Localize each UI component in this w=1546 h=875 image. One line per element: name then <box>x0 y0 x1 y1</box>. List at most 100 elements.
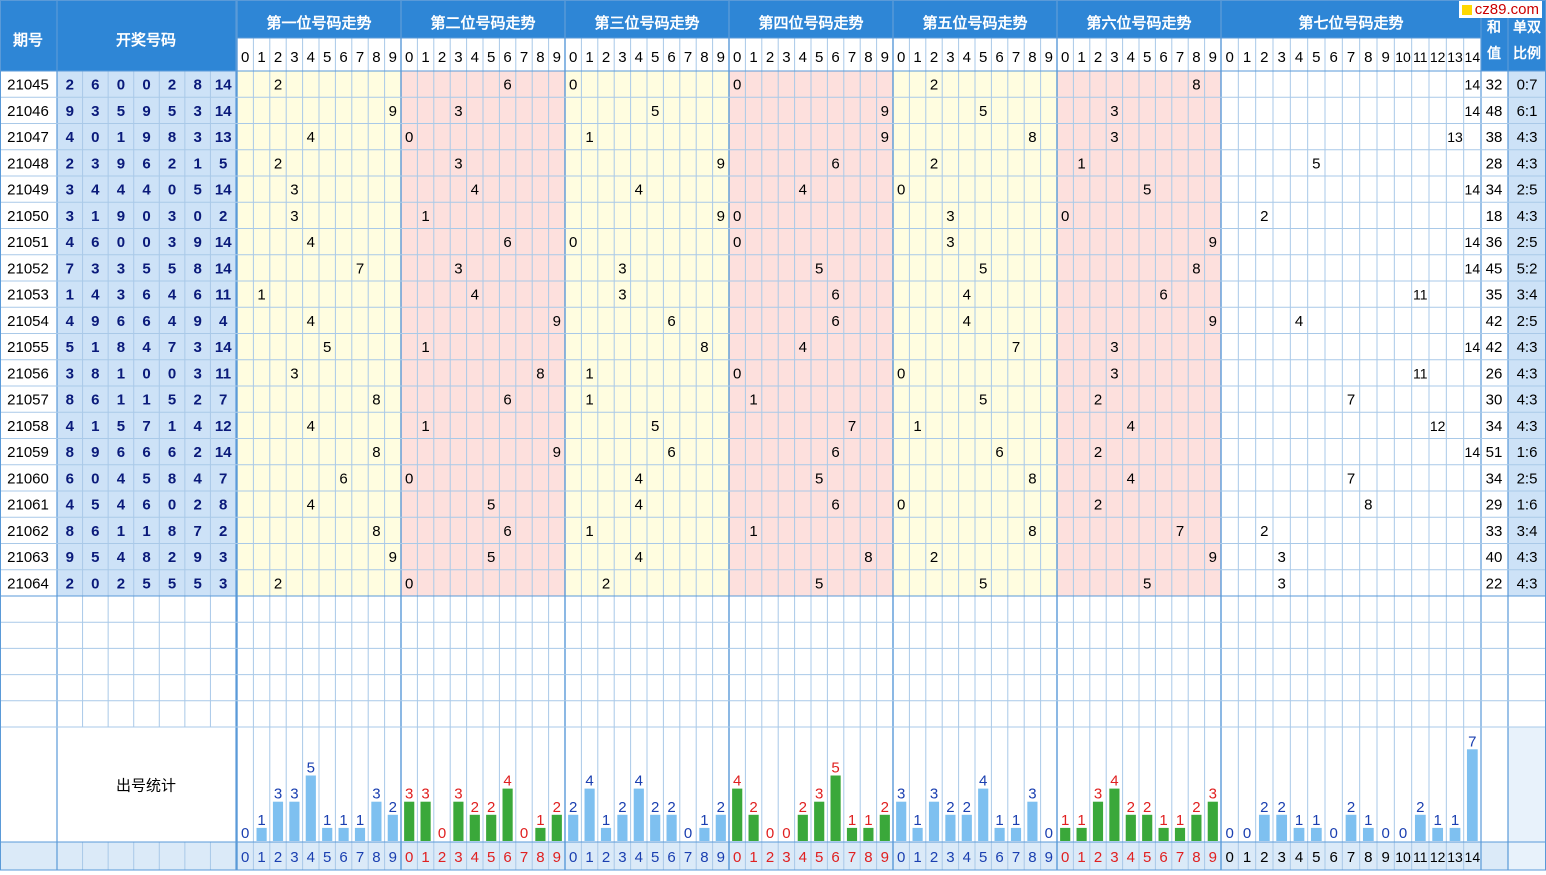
draw-number: 4 <box>91 182 100 199</box>
footer-digit-1-9: 9 <box>389 849 397 866</box>
draw-number: 14 <box>215 260 232 277</box>
trend-mark: 3 <box>1277 575 1285 592</box>
draw-number: 0 <box>142 234 150 251</box>
header-digit-5-3: 3 <box>946 49 954 66</box>
count-bar <box>961 814 972 841</box>
count-bar <box>617 814 628 841</box>
draw-number: 5 <box>91 497 99 514</box>
draw-number: 14 <box>215 182 232 199</box>
ratio-value: 5:2 <box>1517 260 1538 277</box>
footer-digit-1-8: 8 <box>372 849 380 866</box>
footer-digit-5-5: 5 <box>979 849 987 866</box>
draw-number: 9 <box>117 155 125 172</box>
draw-number: 6 <box>91 392 99 409</box>
trend-mark: 8 <box>536 365 544 382</box>
trend-mark: 3 <box>290 365 298 382</box>
issue-number: 21050 <box>7 208 49 225</box>
count-bar <box>1076 827 1087 841</box>
header-digit-7-10: 10 <box>1395 49 1411 65</box>
header-digit-1-8: 8 <box>372 49 380 66</box>
count-label: 1 <box>602 812 610 829</box>
header-digit-1-0: 0 <box>241 49 249 66</box>
draw-number: 0 <box>142 365 150 382</box>
count-bar <box>584 788 595 841</box>
footer-digit-7-7: 7 <box>1347 849 1355 866</box>
header-digit-7-14: 14 <box>1465 49 1481 65</box>
count-label: 0 <box>684 825 692 842</box>
footer-digit-3-8: 8 <box>700 849 708 866</box>
trend-mark: 4 <box>635 182 643 199</box>
issue-number: 21059 <box>7 444 49 461</box>
footer-digit-5-1: 1 <box>913 849 921 866</box>
issue-number: 21051 <box>7 234 49 251</box>
count-bar <box>256 827 267 841</box>
count-label: 2 <box>569 799 577 816</box>
header-digit-4-6: 6 <box>831 49 839 66</box>
draw-number: 6 <box>91 77 99 94</box>
count-label: 4 <box>733 773 741 790</box>
count-label: 1 <box>700 812 708 829</box>
count-label: 0 <box>438 825 446 842</box>
footer-digit-5-3: 3 <box>946 849 954 866</box>
trend-mark: 3 <box>454 260 462 277</box>
trend-mark: 5 <box>1143 182 1151 199</box>
trend-mark: 4 <box>471 182 479 199</box>
count-bar <box>1010 827 1022 841</box>
count-label: 3 <box>1028 786 1036 803</box>
header-digit-4-0: 0 <box>733 49 741 66</box>
draw-number: 4 <box>117 182 126 199</box>
count-label: 3 <box>1094 786 1102 803</box>
site-logo[interactable]: cz89.com <box>1458 1 1542 18</box>
count-label: 2 <box>389 799 397 816</box>
ratio-value: 4:3 <box>1517 155 1538 172</box>
draw-number: 0 <box>91 470 99 487</box>
draw-number: 3 <box>91 260 99 277</box>
draw-number: 8 <box>91 365 99 382</box>
count-label: 3 <box>815 786 823 803</box>
trend-mark: 3 <box>946 234 954 251</box>
count-bar <box>535 827 546 841</box>
draw-number: 2 <box>66 155 74 172</box>
footer-digit-3-6: 6 <box>667 849 675 866</box>
count-bar <box>420 801 431 841</box>
count-label: 3 <box>897 786 905 803</box>
footer-digit-7-9: 9 <box>1381 849 1389 866</box>
sum-value: 34 <box>1486 182 1503 199</box>
issue-number: 21061 <box>7 497 49 514</box>
trend-mark: 2 <box>930 77 938 94</box>
draw-number: 4 <box>193 418 202 435</box>
trend-mark: 9 <box>553 444 561 461</box>
trend-mark: 9 <box>1209 234 1217 251</box>
count-label: 1 <box>1451 812 1459 829</box>
count-bar <box>404 801 415 841</box>
count-label: 2 <box>717 799 725 816</box>
sum-header-2: 值 <box>1487 45 1501 62</box>
footer-digit-6-0: 0 <box>1061 849 1069 866</box>
header-digit-7-6: 6 <box>1329 49 1337 66</box>
header-digit-7-1: 1 <box>1243 49 1251 66</box>
count-label: 4 <box>1110 773 1118 790</box>
header-digit-6-2: 2 <box>1094 49 1102 66</box>
draw-number: 6 <box>66 470 74 487</box>
draw-number: 6 <box>142 313 150 330</box>
draw-number: 0 <box>168 182 176 199</box>
header-digit-2-2: 2 <box>438 49 446 66</box>
count-label: 0 <box>1243 825 1251 842</box>
trend-mark: 4 <box>1127 470 1135 487</box>
trend-mark: 6 <box>831 444 839 461</box>
header-digit-3-0: 0 <box>569 49 577 66</box>
draw-number: 1 <box>193 155 201 172</box>
footer-digit-5-8: 8 <box>1028 849 1036 866</box>
count-label: 1 <box>1159 812 1167 829</box>
count-label: 2 <box>667 799 675 816</box>
draw-number: 5 <box>193 575 201 592</box>
header-digit-7-5: 5 <box>1312 49 1320 66</box>
footer-digit-7-2: 2 <box>1260 849 1268 866</box>
draw-number: 4 <box>193 470 202 487</box>
trend-mark: 7 <box>1347 392 1355 409</box>
count-bar <box>354 827 366 841</box>
header-digit-7-11: 11 <box>1413 49 1428 65</box>
draw-number: 0 <box>117 77 125 94</box>
draw-number: 1 <box>117 523 125 540</box>
